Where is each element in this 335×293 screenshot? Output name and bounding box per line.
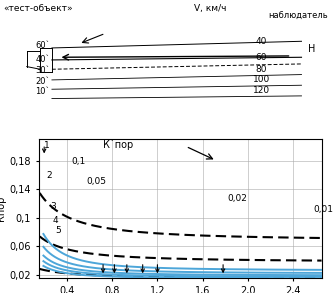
Text: 4: 4 — [52, 216, 58, 225]
Text: 40`: 40` — [36, 55, 50, 64]
Text: 100: 100 — [253, 75, 270, 84]
Text: «тест-объект»: «тест-объект» — [3, 4, 73, 13]
Text: 3: 3 — [50, 202, 56, 211]
Text: 40: 40 — [256, 37, 267, 46]
Text: 0,02: 0,02 — [227, 194, 248, 203]
Text: 60: 60 — [256, 53, 267, 62]
Text: 10`: 10` — [36, 87, 50, 96]
Text: 80: 80 — [256, 65, 267, 74]
Text: V, км/ч: V, км/ч — [194, 4, 227, 13]
Text: 60`: 60` — [36, 41, 50, 50]
Text: 120: 120 — [253, 86, 270, 95]
Text: 0,05: 0,05 — [86, 177, 106, 186]
Text: 0,1: 0,1 — [71, 157, 86, 166]
Text: 0,01: 0,01 — [314, 205, 334, 214]
Text: 1: 1 — [44, 142, 49, 150]
Text: 2: 2 — [47, 171, 52, 180]
Text: 20`: 20` — [36, 77, 50, 86]
Y-axis label: Кпор: Кпор — [0, 196, 6, 222]
Text: 5: 5 — [56, 226, 61, 235]
Text: наблюдатель: наблюдатель — [268, 12, 328, 21]
Text: H: H — [308, 44, 316, 54]
Text: К`пор: К`пор — [103, 139, 133, 150]
Text: 30`: 30` — [36, 66, 50, 75]
